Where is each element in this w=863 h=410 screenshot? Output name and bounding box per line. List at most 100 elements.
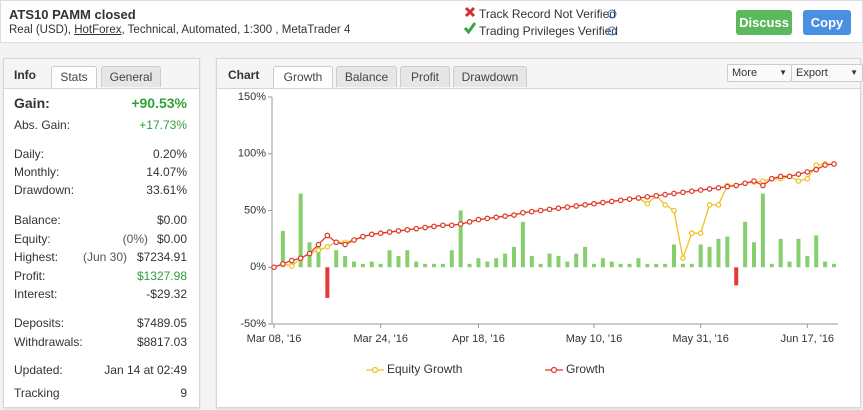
stat-label: Highest:: [14, 250, 59, 264]
series-point: [573, 203, 580, 209]
daily-bar: [823, 261, 828, 268]
stat-value: 14.07%: [146, 165, 187, 179]
series-point: [813, 162, 820, 168]
help-icon[interactable]: [607, 9, 617, 19]
daily-bar: [805, 255, 810, 268]
series-point: [751, 178, 757, 184]
stat-label: Daily:: [14, 147, 45, 161]
discuss-button[interactable]: Discuss: [736, 10, 792, 35]
export-menu[interactable]: Export ▼: [791, 64, 863, 82]
series-point: [742, 180, 748, 187]
broker-link[interactable]: HotForex: [74, 24, 122, 36]
series-point: [564, 204, 571, 210]
series-point: [804, 169, 811, 175]
series-point: [351, 237, 357, 243]
series-point: [635, 195, 642, 201]
series-point: [831, 161, 837, 167]
daily-bar: [414, 261, 419, 268]
check-icon: [464, 22, 476, 35]
balance-tab[interactable]: Balance: [336, 66, 397, 87]
daily-bar: [387, 250, 392, 268]
series-point: [697, 187, 704, 193]
series-point: [697, 230, 704, 237]
menu-text: Export: [796, 67, 828, 79]
daily-bar: [280, 230, 285, 268]
daily-bar: [423, 263, 428, 268]
drawdown-tab[interactable]: Drawdown: [453, 66, 527, 87]
copy-button[interactable]: Copy: [803, 10, 851, 35]
series-point: [626, 196, 633, 202]
subtitle-text: Real (USD),: [9, 24, 75, 36]
daily-bar: [574, 253, 579, 268]
y-tick-label: 0%: [250, 261, 266, 273]
series-point: [280, 261, 286, 267]
series-point: [715, 202, 722, 208]
daily-bar: [814, 235, 819, 268]
stat-label: Abs. Gain:: [14, 118, 71, 132]
daily-bar: [752, 242, 756, 268]
series-point: [795, 171, 802, 177]
system-title: ATS10 PAMM closed: [9, 7, 136, 22]
series-point: [724, 183, 731, 190]
series-point: [502, 213, 508, 219]
daily-bar: [405, 250, 410, 268]
x-tick-label: Mar 08, '16: [247, 333, 302, 345]
daily-bar: [325, 267, 330, 298]
stat-value: $0.00: [156, 213, 187, 227]
series-point: [440, 222, 446, 229]
daily-bar: [458, 210, 463, 268]
chart-panel: Chart Growth Balance Profit Drawdown Mor…: [216, 58, 863, 408]
daily-bar: [760, 193, 765, 268]
daily-bar: [432, 263, 436, 268]
chart-label: Chart: [228, 68, 260, 82]
stat-label: Withdrawals:: [14, 335, 83, 349]
daily-bar: [796, 238, 801, 268]
daily-bar: [689, 263, 694, 268]
series-point: [448, 222, 455, 229]
series-point: [688, 188, 695, 195]
daily-bar: [672, 244, 676, 268]
series-point: [422, 224, 428, 231]
series-point: [644, 194, 651, 200]
header: ATS10 PAMM closed Real (USD), HotForex, …: [0, 0, 863, 43]
daily-bar: [529, 255, 534, 268]
legend-label: Growth: [566, 362, 605, 376]
profit-tab[interactable]: Profit: [400, 66, 450, 87]
y-tick-label: 100%: [238, 148, 266, 160]
stats-tab[interactable]: Stats: [51, 66, 97, 88]
daily-bar: [618, 263, 623, 268]
series-point: [600, 199, 606, 206]
help-icon[interactable]: [607, 26, 617, 36]
series-point: [715, 185, 722, 191]
more-menu[interactable]: More ▼: [727, 64, 792, 82]
series-point: [555, 205, 562, 212]
series-point: [617, 197, 624, 204]
daily-bar: [547, 253, 552, 268]
x-tick-label: Mar 24, '16: [353, 333, 408, 345]
daily-bar: [343, 255, 348, 268]
series-point: [297, 255, 304, 261]
daily-bar: [440, 263, 445, 268]
growth-tab[interactable]: Growth: [273, 66, 333, 88]
daily-bar: [396, 255, 401, 268]
help-icons[interactable]: [607, 9, 619, 39]
daily-bar: [494, 258, 499, 268]
series-point: [413, 225, 420, 232]
general-tab[interactable]: General: [101, 66, 161, 87]
stat-note: (0%): [122, 231, 148, 246]
series-point: [537, 207, 544, 214]
stat-label: Updated:: [14, 363, 63, 377]
daily-bar: [476, 258, 481, 268]
series-point: [822, 162, 828, 168]
daily-bar: [298, 193, 303, 268]
daily-bar: [645, 263, 650, 268]
stat-value: $7489.05: [136, 316, 187, 330]
series-point: [520, 209, 526, 216]
info-label: Info: [14, 68, 36, 82]
series-point: [324, 232, 331, 239]
daily-bar: [787, 261, 792, 268]
series-point: [760, 178, 766, 184]
series-line: [273, 163, 834, 268]
